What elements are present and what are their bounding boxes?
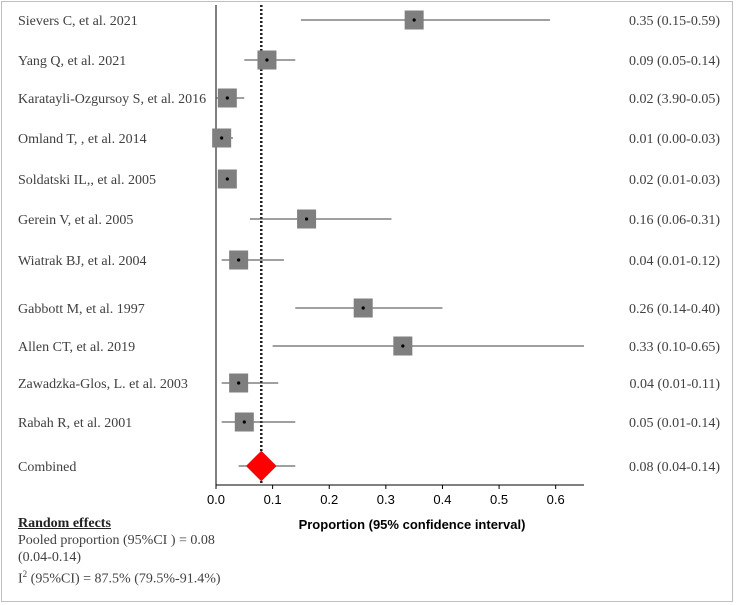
study-label: Zawadzka-Glos, L. et al. 2003 (18, 377, 188, 392)
x-tick-label: 0.5 (490, 492, 508, 507)
i2-superscript: 2 (22, 569, 28, 579)
heterogeneity-text: I2 (95%CI) = 87.5% (79.5%-91.4%) (18, 566, 258, 588)
x-tick-label: 0.1 (264, 492, 282, 507)
study-label: Rabah R, et al. 2001 (18, 416, 132, 431)
random-effects-notes: Random effects Pooled proportion (95%CI … (18, 515, 258, 588)
pooled-proportion-ci: (0.04-0.14) (18, 550, 81, 565)
study-ci-text: 0.01 (0.00-0.03) (629, 132, 720, 147)
study-ci-text: 0.02 (3.90-0.05) (629, 92, 720, 107)
x-tick-label: 0.2 (320, 492, 338, 507)
x-tick-label: 0.6 (547, 492, 565, 507)
x-tick-label: 0.0 (207, 492, 225, 507)
study-estimate-point (225, 96, 229, 100)
study-estimate-point (361, 306, 365, 310)
study-estimate-point (237, 381, 241, 385)
study-label: Gabbott M, et al. 1997 (18, 302, 145, 317)
study-estimate-point (265, 58, 269, 62)
study-label: Soldatski IL,, et al. 2005 (18, 173, 156, 188)
study-label: Omland T, , et al. 2014 (18, 132, 147, 147)
study-estimate-point (401, 344, 405, 348)
combined-estimate-diamond (245, 450, 277, 482)
i2-values: (95%CI) = 87.5% (79.5%-91.4%) (27, 571, 221, 587)
study-ci-text: 0.33 (0.10-0.65) (629, 340, 720, 355)
study-label: Gerein V, et al. 2005 (18, 213, 133, 228)
x-axis-title: Proportion (95% confidence interval) (299, 517, 526, 532)
combined-ci-text: 0.08 (0.04-0.14) (629, 460, 720, 475)
pooled-proportion-text: Pooled proportion (95%CI ) = 0.08 (18, 533, 215, 548)
study-label: Allen CT, et al. 2019 (18, 340, 135, 355)
study-estimate-point (220, 136, 224, 140)
i2-symbol: I (18, 571, 23, 587)
study-ci-text: 0.09 (0.05-0.14) (629, 54, 720, 69)
study-ci-text: 0.26 (0.14-0.40) (629, 302, 720, 317)
study-label: Karatayli-Ozgursoy S, et al. 2016 (18, 92, 206, 107)
study-label: Sievers C, et al. 2021 (18, 14, 138, 29)
random-effects-title: Random effects (18, 516, 111, 531)
study-estimate-point (237, 258, 241, 262)
study-ci-text: 0.04 (0.01-0.11) (630, 377, 721, 392)
study-estimate-point (225, 177, 229, 181)
study-label: Yang Q, et al. 2021 (18, 54, 126, 69)
study-label: Wiatrak BJ, et al. 2004 (18, 254, 147, 269)
study-ci-text: 0.02 (0.01-0.03) (629, 173, 720, 188)
x-tick-label: 0.4 (433, 492, 451, 507)
study-ci-text: 0.35 (0.15-0.59) (629, 14, 720, 29)
x-tick-label: 0.3 (377, 492, 395, 507)
combined-label: Combined (18, 460, 76, 475)
study-estimate-point (242, 420, 246, 424)
study-ci-text: 0.16 (0.06-0.31) (629, 213, 720, 228)
study-estimate-point (304, 217, 309, 221)
study-estimate-point (412, 18, 416, 22)
study-ci-text: 0.04 (0.01-0.12) (629, 254, 720, 269)
study-ci-text: 0.05 (0.01-0.14) (629, 416, 720, 431)
